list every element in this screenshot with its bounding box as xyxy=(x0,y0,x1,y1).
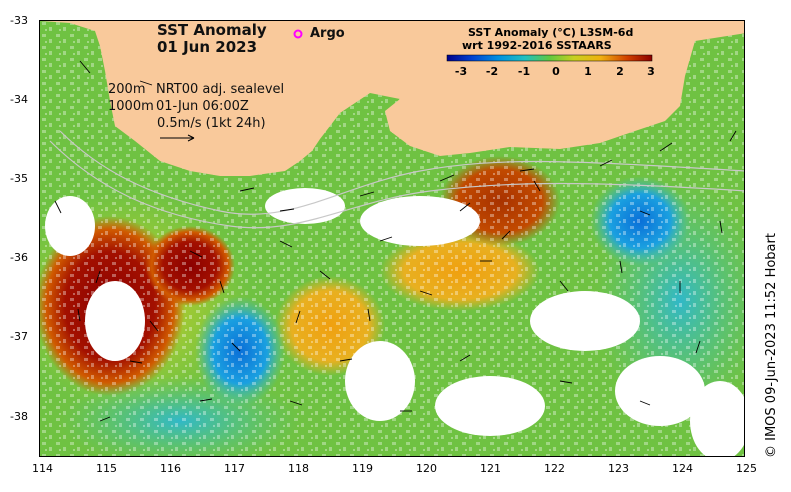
lon-tick: 120 xyxy=(416,462,437,475)
lon-tick: 121 xyxy=(480,462,501,475)
lon-tick: 119 xyxy=(352,462,373,475)
lat-tick: -35 xyxy=(10,172,28,185)
product-source: NRT00 adj. sealevel xyxy=(156,82,285,97)
imos-credit: © IMOS 09-Jun-2023 11:52 Hobart xyxy=(764,233,779,458)
map-date: 01 Jun 2023 xyxy=(157,38,258,56)
colorbar-tick: -1 xyxy=(517,65,531,78)
colorbar-tick: 1 xyxy=(584,65,592,78)
colorbar-tick: 3 xyxy=(647,65,655,78)
map-title: SST Anomaly xyxy=(157,21,267,39)
vector-scale-label: 0.5m/s (1kt 24h) xyxy=(157,116,266,131)
lon-tick: 114 xyxy=(32,462,53,475)
colorbar-tick: -3 xyxy=(454,65,468,78)
isobath-200m xyxy=(59,130,744,215)
map-frame[interactable]: SST Anomaly 01 Jun 2023 Argo 200m 1000m … xyxy=(39,20,745,457)
product-time: 01-Jun 06:00Z xyxy=(156,99,249,114)
lon-tick: 125 xyxy=(736,462,757,475)
lon-tick: 115 xyxy=(96,462,117,475)
colorbar-tick: 0 xyxy=(552,65,560,78)
isobath-1000m xyxy=(49,140,744,229)
lat-tick: -38 xyxy=(10,410,28,423)
vector-scale-arrow xyxy=(160,134,195,142)
colorbar-gradient xyxy=(446,54,653,62)
colorbar-tick: -2 xyxy=(485,65,499,78)
argo-marker-icon xyxy=(293,29,303,39)
contour-label-1000m: 1000m xyxy=(108,99,154,114)
colorbar-subtitle: wrt 1992-2016 SSTAARS xyxy=(462,39,612,52)
lat-tick: -33 xyxy=(10,14,28,27)
lon-tick: 117 xyxy=(224,462,245,475)
sst-anomaly-map[interactable] xyxy=(40,21,745,457)
lat-tick: -37 xyxy=(10,330,28,343)
lon-tick: 116 xyxy=(160,462,181,475)
argo-legend-label: Argo xyxy=(310,26,345,41)
lat-tick: -36 xyxy=(10,251,28,264)
contour-label-200m: 200m xyxy=(108,82,146,97)
colorbar-title: SST Anomaly (°C) L3SM-6d xyxy=(468,26,634,39)
lon-tick: 122 xyxy=(544,462,565,475)
lon-tick: 124 xyxy=(672,462,693,475)
lon-tick: 118 xyxy=(288,462,309,475)
lat-tick: -34 xyxy=(10,93,28,106)
colorbar-tick: 2 xyxy=(616,65,624,78)
current-vectors xyxy=(54,60,737,422)
lon-tick: 123 xyxy=(608,462,629,475)
